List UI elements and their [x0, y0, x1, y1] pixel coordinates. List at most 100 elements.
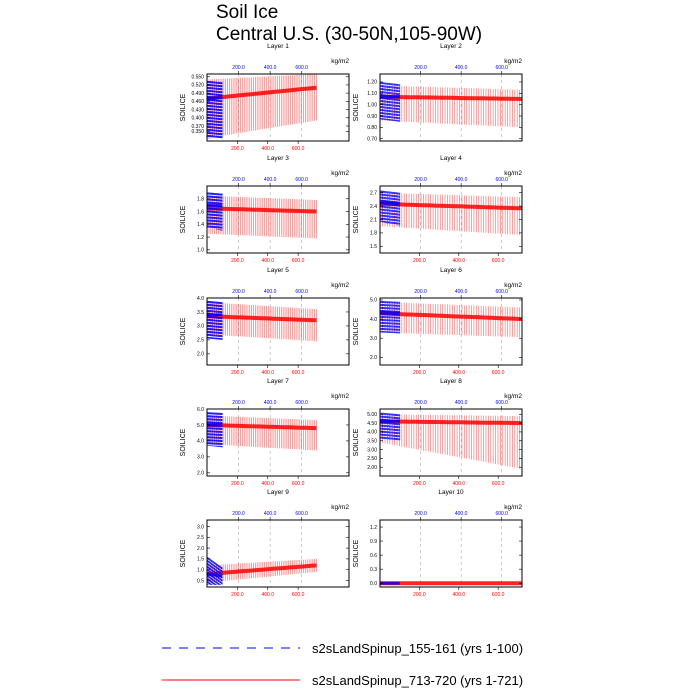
y-axis-label: SOILICE — [180, 205, 187, 233]
red-series-core — [207, 314, 317, 323]
y-axis-label: SOILICE — [180, 93, 187, 121]
y-axis-label: SOILICE — [180, 428, 187, 456]
y-tick-label: 1.00 — [367, 102, 377, 108]
legend: s2sLandSpinup_155-161 (yrs 1-100) s2sLan… — [162, 641, 523, 688]
plot-frame — [379, 408, 523, 477]
y-tick-label: 3.0 — [370, 336, 377, 342]
top-x-tick-label: 400.0 — [264, 400, 277, 406]
panel-title: Layer 5 — [267, 267, 289, 274]
bottom-x-tick-label: 400.0 — [453, 370, 466, 376]
y-tick-label: 2.5 — [197, 535, 204, 541]
panel-10: Layer 10 kg/m2 SOILICE 1.2 0.9 0.6 0.3 0.0 200.0… — [353, 489, 523, 598]
red-series-core — [207, 85, 317, 101]
bottom-x-tick-label: 200.0 — [231, 370, 244, 376]
red-series-core — [380, 311, 523, 322]
panel-5: Layer 5 kg/m2 SOILICE 4.0 3.5 3.0 2.5 2.0 200.0 4… — [180, 267, 350, 376]
y-tick-label: 2.00 — [367, 465, 377, 471]
y-tick-label: 0.550 — [191, 75, 204, 81]
y-tick-label: 0.370 — [191, 124, 204, 130]
blue-series-core — [207, 95, 223, 101]
plot-frame — [206, 297, 350, 366]
bottom-x-tick-label: 200.0 — [231, 146, 244, 152]
top-x-tick-label: 200.0 — [232, 65, 245, 71]
y-tick-label: 0.70 — [367, 137, 377, 143]
y-tick-label: 5.0 — [197, 423, 204, 429]
y-axis-label: SOILICE — [180, 317, 187, 345]
y-tick-label: 4.0 — [197, 439, 204, 445]
red-series-core — [380, 94, 523, 101]
y-axis-label: SOILICE — [353, 539, 360, 567]
y-tick-label: 2.4 — [370, 204, 377, 210]
legend-label-red: s2sLandSpinup_713-720 (yrs 1-721) — [312, 673, 523, 688]
top-x-tick-label: 600.0 — [495, 65, 508, 71]
plot-frame — [206, 408, 350, 477]
bottom-x-tick-label: 400.0 — [261, 592, 274, 598]
red-series-core — [207, 423, 317, 431]
y-tick-label: 0.490 — [191, 91, 204, 97]
bottom-x-tick-label: 600.0 — [492, 258, 505, 264]
y-tick-label: 1.20 — [367, 80, 377, 86]
red-series-core — [207, 563, 317, 576]
unit-label: kg/m2 — [504, 58, 522, 65]
panel-title: Layer 1 — [267, 43, 289, 50]
top-x-tick-label: 400.0 — [455, 511, 468, 517]
plot-frame — [379, 519, 523, 588]
plot-frame — [379, 73, 523, 142]
bottom-x-tick-label: 200.0 — [231, 592, 244, 598]
unit-label: kg/m2 — [331, 282, 349, 289]
plot-frame — [206, 185, 350, 254]
y-tick-label: 1.8 — [197, 197, 204, 203]
panel-title: Layer 7 — [267, 378, 289, 385]
y-tick-label: 1.8 — [370, 231, 377, 237]
figure-title-line2: Central U.S. (30-50N,105-90W) — [216, 24, 482, 45]
blue-series-core — [380, 310, 400, 315]
y-tick-label: 2.50 — [367, 456, 377, 462]
panel-title: Layer 2 — [440, 43, 462, 50]
y-tick-label: 1.5 — [197, 557, 204, 563]
y-tick-label: 4.0 — [370, 317, 377, 323]
bottom-x-tick-label: 400.0 — [453, 258, 466, 264]
y-tick-label: 3.5 — [197, 310, 204, 316]
y-tick-label: 0.3 — [370, 567, 377, 573]
panel-8: Layer 8 kg/m2 SOILICE 5.00 4.50 4.00 3.50 3.00 2… — [353, 378, 523, 487]
top-x-tick-label: 600.0 — [295, 511, 308, 517]
y-tick-label: 3.50 — [367, 439, 377, 445]
y-tick-label: 0.350 — [191, 129, 204, 135]
panel-1: Layer 1 kg/m2 SOILICE 0.550 0.520 0.490 0.460 0… — [180, 43, 350, 152]
panel-title: Layer 3 — [267, 155, 289, 162]
y-tick-label: 5.00 — [367, 412, 377, 418]
unit-label: kg/m2 — [331, 393, 349, 400]
y-tick-label: 3.00 — [367, 447, 377, 453]
top-x-tick-label: 200.0 — [414, 65, 427, 71]
y-tick-label: 1.6 — [197, 209, 204, 215]
y-tick-label: 2.0 — [197, 471, 204, 477]
y-tick-label: 2.1 — [370, 217, 377, 223]
panel-4: Layer 4 kg/m2 SOILICE 2.7 2.4 2.1 1.8 1.5 200.0 4… — [353, 155, 523, 264]
bottom-x-tick-label: 400.0 — [453, 481, 466, 487]
panel-9: Layer 9 kg/m2 SOILICE 3.0 2.5 2.0 1.5 1.0 0.5 200… — [180, 489, 350, 598]
top-x-tick-label: 200.0 — [414, 289, 427, 295]
y-tick-label: 0.6 — [370, 553, 377, 559]
blue-series-core — [207, 572, 223, 578]
top-x-tick-label: 200.0 — [414, 177, 427, 183]
y-tick-label: 3.0 — [197, 324, 204, 330]
y-tick-label: 2.5 — [197, 338, 204, 344]
y-axis-label: SOILICE — [180, 539, 187, 567]
y-tick-label: 0.0 — [370, 581, 377, 587]
bottom-x-tick-label: 400.0 — [261, 481, 274, 487]
bottom-x-tick-label: 400.0 — [261, 370, 274, 376]
unit-label: kg/m2 — [504, 170, 522, 177]
red-series-core — [207, 206, 317, 214]
top-x-tick-label: 400.0 — [455, 400, 468, 406]
panel-title: Layer 6 — [440, 267, 462, 274]
y-tick-label: 0.5 — [197, 578, 204, 584]
unit-label: kg/m2 — [331, 170, 349, 177]
bottom-x-tick-label: 600.0 — [292, 258, 305, 264]
y-axis-label: SOILICE — [353, 93, 360, 121]
top-x-tick-label: 400.0 — [264, 65, 277, 71]
bottom-x-tick-label: 600.0 — [292, 592, 305, 598]
bottom-x-tick-label: 200.0 — [231, 258, 244, 264]
y-tick-label: 5.0 — [370, 298, 377, 304]
top-x-tick-label: 200.0 — [232, 177, 245, 183]
